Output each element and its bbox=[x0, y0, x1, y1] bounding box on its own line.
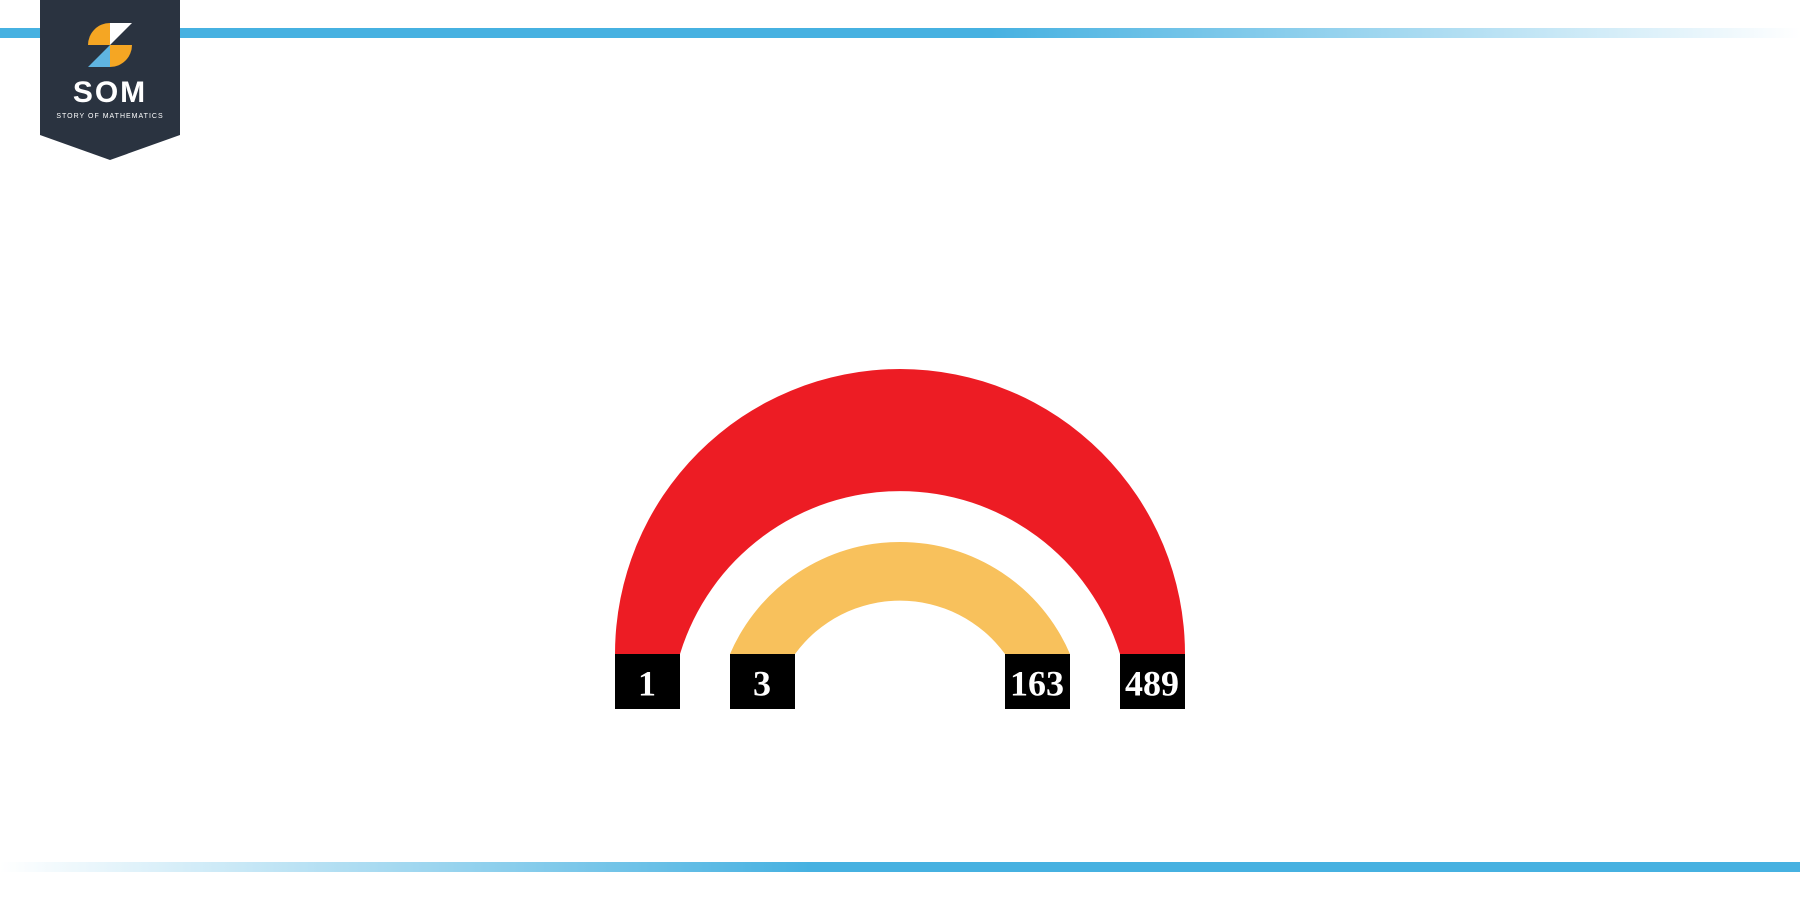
factor-value: 1 bbox=[638, 664, 656, 704]
factor-rainbow-diagram: 1 3 163 489 bbox=[580, 274, 1220, 714]
top-accent-bar bbox=[0, 28, 1800, 38]
factor-value: 3 bbox=[753, 664, 771, 704]
factor-value: 163 bbox=[1010, 664, 1064, 704]
bottom-accent-bar bbox=[0, 862, 1800, 872]
factor-arc bbox=[730, 542, 1070, 654]
brand-acronym: SOM bbox=[73, 76, 147, 109]
brand-tagline: STORY OF MATHEMATICS bbox=[56, 113, 163, 120]
brand-badge: SOM STORY OF MATHEMATICS bbox=[40, 0, 180, 160]
factor-arc bbox=[615, 369, 1185, 654]
factor-value: 489 bbox=[1125, 664, 1179, 704]
